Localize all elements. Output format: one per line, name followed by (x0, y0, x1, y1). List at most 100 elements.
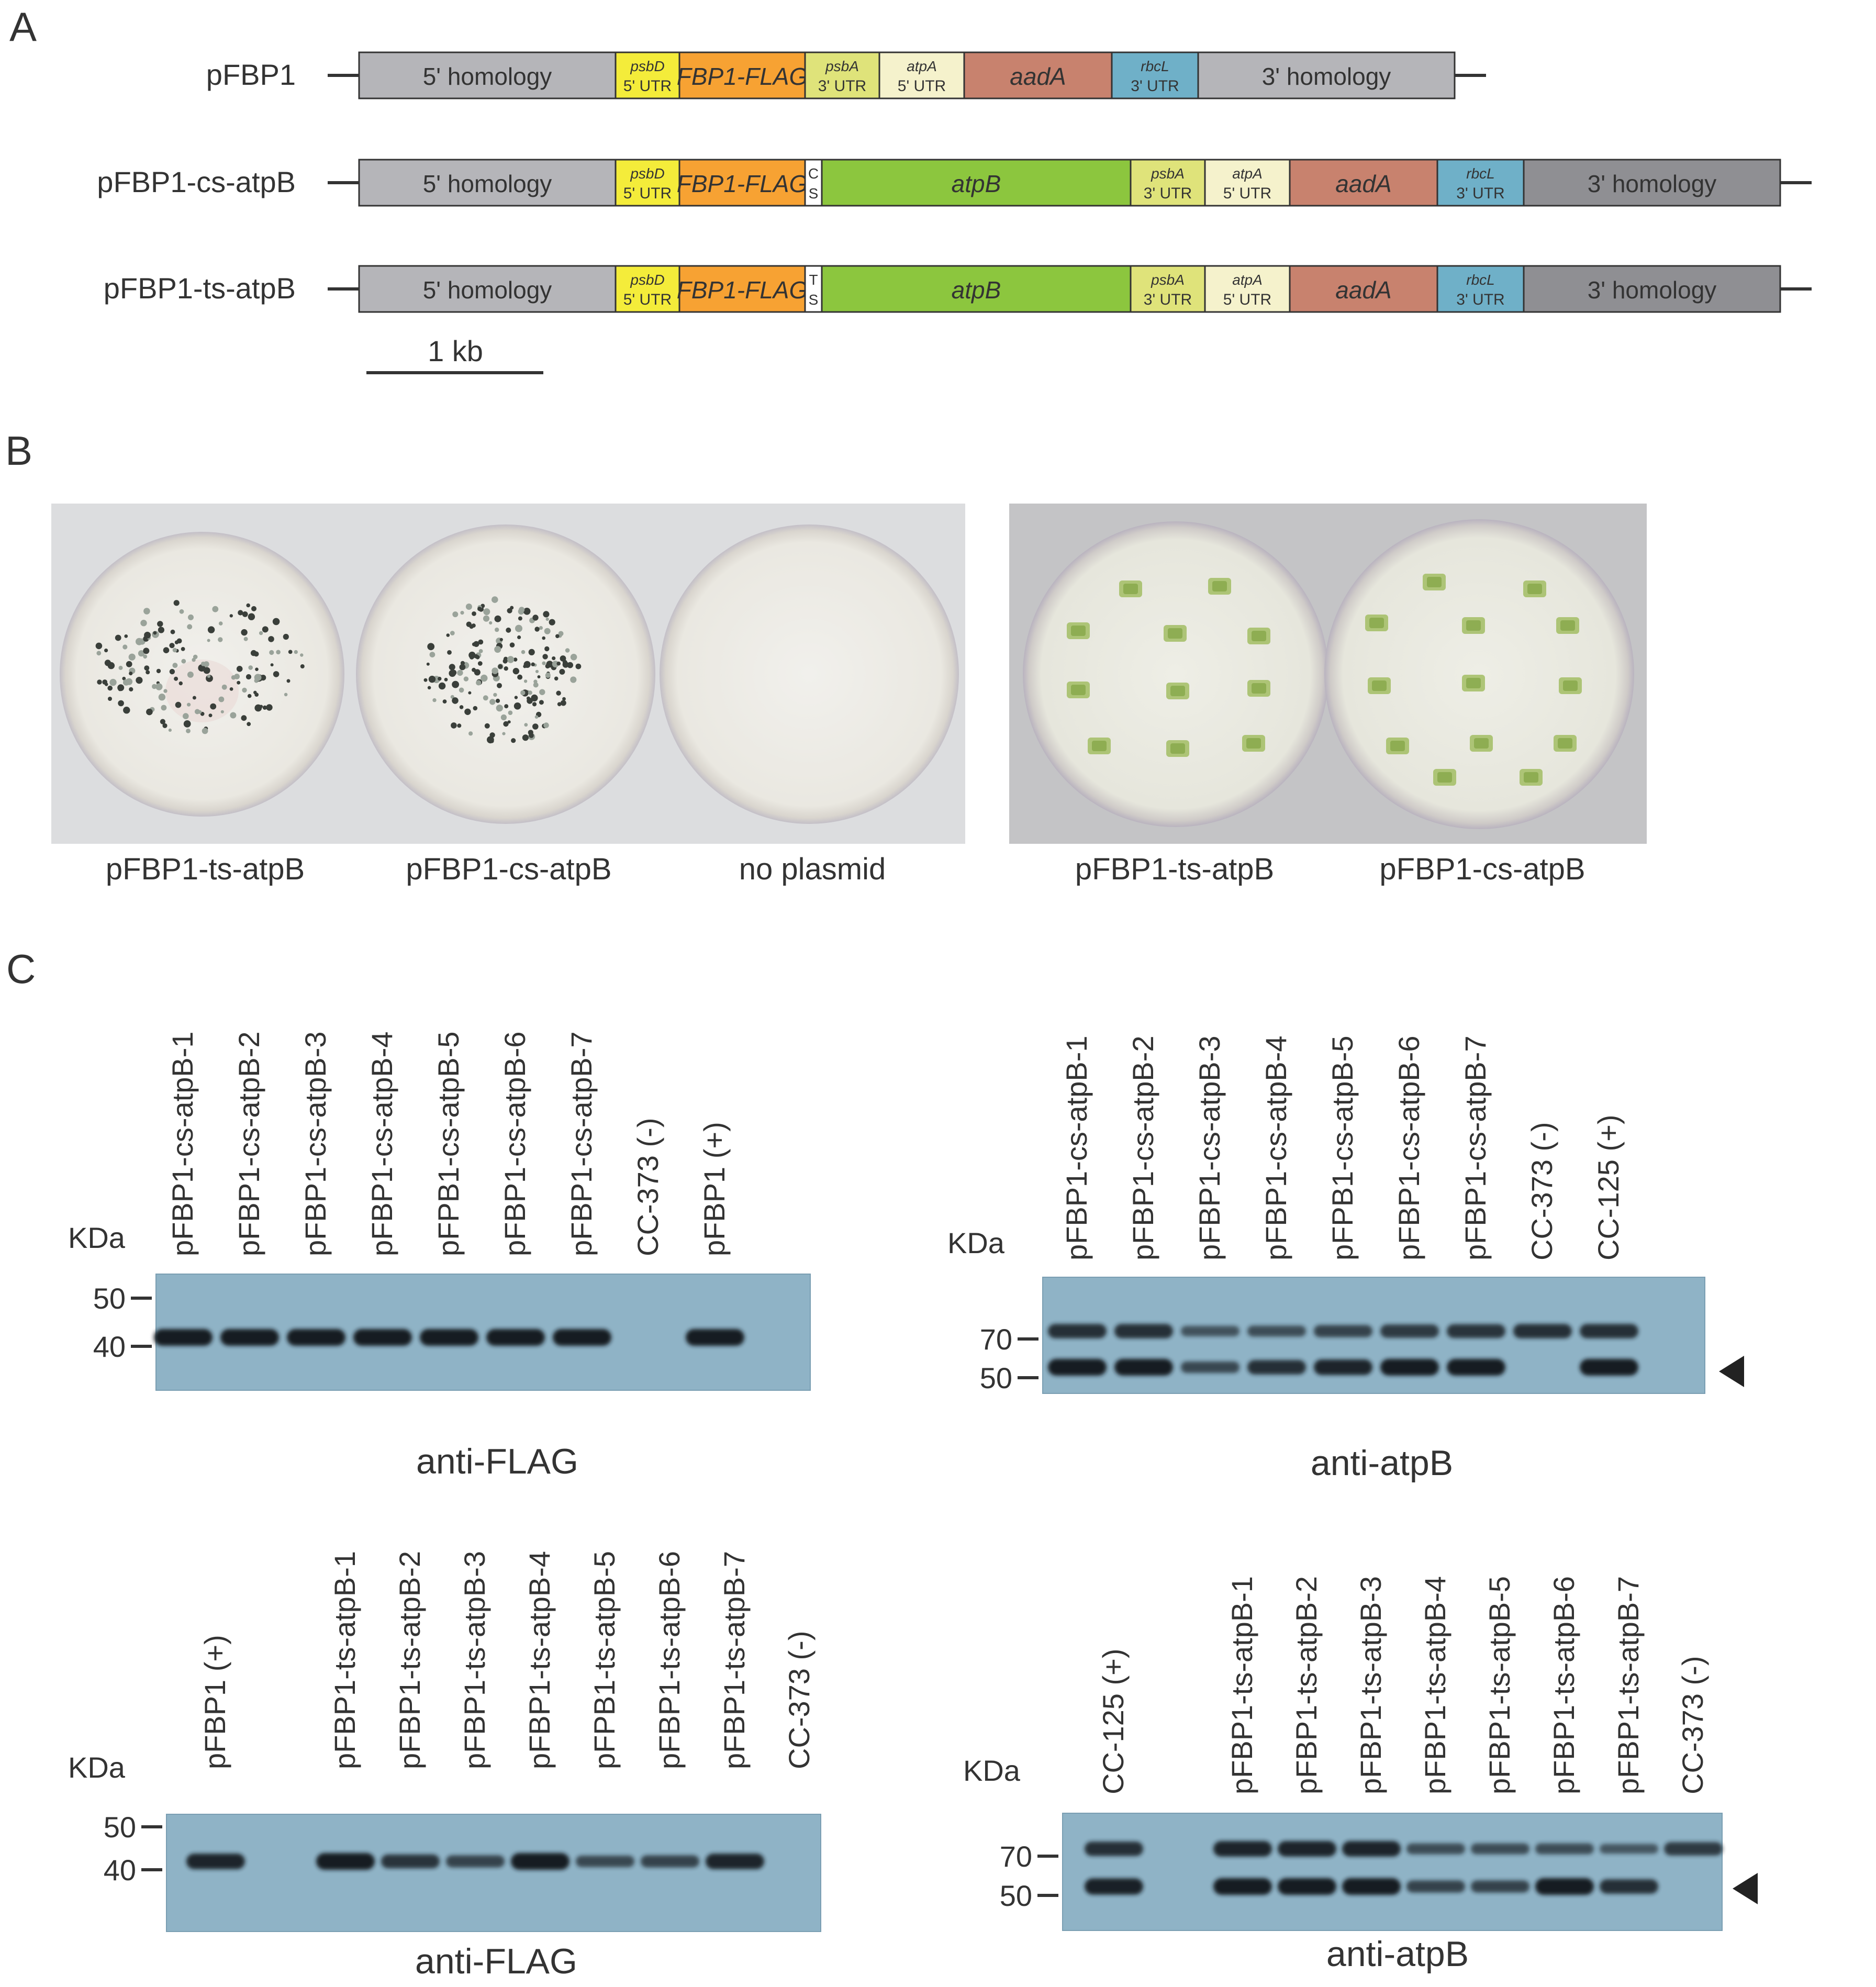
band (1278, 1878, 1336, 1895)
construct-1: pFBP1-cs-atpB 5' homology psbD 5' UTR FBP1-F… (97, 159, 1812, 207)
colony (270, 663, 274, 667)
band (1406, 1880, 1465, 1893)
plate-label: pFBP1-cs-atpB (1379, 852, 1585, 886)
marker-label: 70 (980, 1323, 1012, 1356)
band (1048, 1359, 1107, 1376)
plate-label: pFBP1-ts-atpB (1075, 852, 1274, 886)
colony (144, 665, 150, 671)
colony (498, 664, 503, 669)
colony (555, 634, 560, 639)
colony (95, 642, 103, 650)
colony (156, 668, 161, 674)
colony (247, 722, 251, 727)
colony (126, 661, 132, 667)
band (1342, 1841, 1401, 1857)
colony (468, 691, 472, 695)
patch-core (1071, 685, 1086, 695)
colony (509, 642, 515, 648)
colony (507, 656, 515, 663)
band (446, 1855, 505, 1868)
blot-1: KDa 70 50 pFBP1-cs-atpB-1 pFBP1-cs-atpB-2 pFB… (947, 1036, 1744, 1483)
construct-maps: pFBP1 5' homology psbD 5' UTR FBP1-FLAG psbA 3… (97, 51, 1812, 313)
colony (532, 723, 539, 730)
colony (174, 640, 179, 644)
band (1213, 1878, 1272, 1895)
colony (170, 629, 175, 634)
segment-fbp (678, 265, 806, 313)
colony (144, 631, 151, 639)
patch-core (1390, 741, 1405, 751)
colony (457, 669, 463, 676)
colony (542, 636, 545, 640)
band (381, 1854, 440, 1869)
segment-label: psbD (630, 272, 664, 288)
segment-label: atpA (1232, 272, 1263, 288)
colony (468, 731, 473, 736)
colony (503, 721, 509, 727)
colony (168, 728, 172, 732)
colony (124, 634, 128, 638)
colony (512, 667, 519, 675)
colony (517, 674, 523, 680)
segment-homology3 (1523, 159, 1781, 207)
segment-site (804, 159, 823, 207)
colony (266, 704, 273, 711)
segment-homology3light (1197, 51, 1456, 99)
colony (255, 667, 259, 671)
patch-core (1168, 628, 1182, 639)
colony (556, 661, 561, 666)
colony (459, 687, 464, 693)
colony (483, 608, 490, 616)
lane-label: pFBP1-cs-atpB-6 (498, 1032, 531, 1257)
colony (107, 685, 113, 691)
colony (104, 683, 108, 686)
colony (169, 643, 175, 649)
colony (521, 650, 526, 654)
segment-atpa (878, 51, 965, 99)
colony (565, 648, 570, 653)
panel-b-label: B (5, 428, 32, 474)
marker-label: 50 (980, 1361, 1012, 1394)
colony (138, 650, 145, 657)
colony (552, 656, 556, 661)
colony (288, 650, 293, 654)
colony (544, 646, 550, 652)
lane-label: pFBP1-ts-atpB-3 (1354, 1576, 1387, 1794)
band (1600, 1879, 1658, 1894)
band (1181, 1326, 1240, 1336)
band (1085, 1841, 1143, 1856)
construct-2: pFBP1-ts-atpB 5' homology psbD 5' UTR FBP1-F… (104, 265, 1812, 313)
colony (447, 650, 452, 655)
colony (143, 654, 148, 659)
colony (250, 650, 257, 656)
segment-psba (1130, 159, 1206, 207)
segment-label: 3' homology (1588, 276, 1717, 304)
segment-label: psbD (630, 165, 664, 182)
segment-homology5 (358, 265, 617, 313)
colony (544, 628, 551, 634)
band (353, 1329, 412, 1346)
colony (539, 700, 544, 705)
segment-label: FBP1-FLAG (677, 276, 808, 304)
band (1342, 1878, 1401, 1895)
patch-core (1212, 581, 1227, 591)
band (1447, 1359, 1505, 1376)
colony (528, 649, 535, 655)
patch-core (1527, 584, 1542, 594)
lane-label: pFBP1-cs-atpB-2 (232, 1032, 265, 1257)
colony (452, 680, 459, 688)
colony (459, 705, 464, 709)
colony (494, 615, 501, 622)
colony (471, 623, 476, 628)
colony (210, 703, 217, 710)
colony (529, 733, 534, 738)
colonies-plate-1 (95, 600, 305, 734)
colony (245, 674, 252, 680)
colony (272, 618, 280, 626)
colony (241, 629, 248, 636)
colony (452, 611, 459, 618)
colony (522, 734, 529, 741)
patch-core (1372, 680, 1387, 691)
band (1085, 1878, 1143, 1895)
marker-label: 50 (93, 1282, 126, 1315)
